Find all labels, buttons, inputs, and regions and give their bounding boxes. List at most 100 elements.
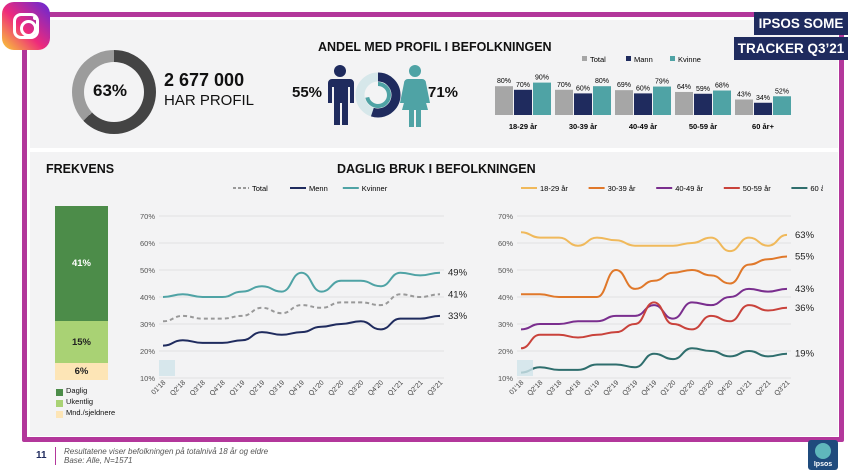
y-tick-label: 50%: [140, 266, 155, 275]
ipsos-logo: Ipsos: [808, 440, 838, 470]
x-tick-label: Q3'21: [426, 379, 444, 397]
age-bar: [634, 93, 652, 115]
age-bar-label: 80%: [497, 78, 511, 85]
frekvens-legend-swatch: [56, 400, 63, 407]
y-tick-label: 30%: [140, 320, 155, 329]
man-icon: [328, 65, 354, 125]
y-tick-label: 70%: [498, 212, 513, 221]
x-tick-label: Q1'19: [583, 379, 601, 397]
age-legend-swatch: [626, 56, 631, 61]
x-tick-label: Q4'19: [640, 379, 658, 397]
profile-percent: 63%: [93, 81, 128, 100]
age-bar: [713, 90, 731, 115]
x-tick-label: Q4'18: [564, 379, 582, 397]
x-tick-label: Q2'21: [754, 379, 772, 397]
footer-divider: [55, 447, 56, 465]
series-line: [520, 347, 788, 374]
age-bar-label: 60%: [636, 85, 650, 92]
age-legend-label: Kvinne: [678, 55, 701, 64]
age-line-chart: 10%20%30%40%50%60%70%01'18 Q2'18 Q3'18 Q4'1…: [498, 184, 823, 397]
age-bar-label: 60%: [576, 85, 590, 92]
age-bar: [615, 90, 633, 115]
slide-frame: [22, 12, 844, 442]
x-tick-label: Q4'18: [209, 379, 227, 397]
x-tick-label: Q3'19: [621, 379, 639, 397]
frekvens-legend-label: Mnd./sjeldnere: [66, 408, 116, 417]
series-end-label: 49%: [448, 268, 468, 279]
x-tick-label: Q1'20: [308, 379, 326, 397]
y-tick-label: 60%: [498, 239, 513, 248]
age-bar-label: 52%: [775, 88, 789, 95]
age-bar-label: 70%: [516, 82, 530, 89]
profile-title: ANDEL MED PROFIL I BEFOLKNINGEN: [318, 40, 552, 54]
age-bar: [773, 96, 791, 115]
x-tick-label: Q3'21: [773, 379, 791, 397]
age-bar-label: 59%: [696, 86, 710, 93]
series-end-label: 63%: [795, 230, 815, 241]
y-tick-label: 40%: [140, 293, 155, 302]
x-tick-label: Q3'19: [268, 379, 286, 397]
x-tick-label: Q3'18: [545, 379, 563, 397]
age-bar: [514, 89, 532, 115]
y-tick-label: 40%: [498, 293, 513, 302]
y-tick-label: 20%: [498, 347, 513, 356]
daily-title: DAGLIG BRUK I BEFOLKNINGEN: [337, 162, 536, 176]
frekvens-segment: 15%: [55, 321, 108, 364]
legend-label: 50-59 år: [743, 184, 771, 193]
tracker-badge-title: IPSOS SOME: [754, 12, 848, 35]
age-bar-label: 68%: [715, 83, 729, 90]
frekvens-legend-swatch: [56, 411, 63, 418]
x-tick-label: Q3'18: [189, 379, 207, 397]
age-bar-label: 70%: [557, 82, 571, 89]
age-bar-label: 64%: [677, 84, 691, 91]
series-line: [162, 314, 441, 347]
instagram-icon: [2, 2, 50, 50]
men-donut-arc: [355, 72, 401, 118]
y-tick-label: 30%: [498, 320, 513, 329]
age-legend-label: Mann: [634, 55, 653, 64]
age-bar: [754, 102, 772, 115]
age-bar: [694, 93, 712, 115]
legend-label: 40-49 år: [675, 184, 703, 193]
x-tick-label: Q2'18: [169, 379, 187, 397]
footer-base: Base: Alle, N=1571: [64, 456, 133, 465]
image-placeholder: [159, 360, 175, 376]
age-bar: [653, 86, 671, 115]
frekvens-legend-label: Ukentlig: [66, 397, 94, 406]
age-legend-swatch: [582, 56, 587, 61]
age-group-label: 40-49 år: [629, 122, 657, 131]
series-line: [520, 301, 788, 350]
series-end-label: 19%: [795, 349, 815, 360]
y-tick-label: 70%: [140, 212, 155, 221]
x-tick-label: Q4'20: [367, 379, 385, 397]
series-line: [520, 287, 788, 331]
legend-label: 30-39 år: [608, 184, 636, 193]
footer-note: Resultatene viser befolkningen på totaln…: [64, 447, 269, 456]
y-tick-label: 60%: [140, 239, 155, 248]
age-bar: [675, 91, 693, 115]
age-bar-label: 90%: [535, 75, 549, 82]
age-bar-label: 69%: [617, 82, 631, 89]
age-bar: [555, 89, 573, 115]
age-bar-chart: Total Mann Kvinne 80% 70% 90% 18-29 år 70% 60% 80…: [495, 55, 791, 131]
x-tick-label: Q1'21: [387, 379, 405, 397]
legend-label: Total: [252, 184, 268, 193]
series-line: [520, 255, 788, 298]
gender-line-chart: 10%20%30%40%50%60%70%01'18 Q2'18 Q3'18 Q4'1…: [140, 184, 468, 397]
men-percent: 55%: [292, 84, 323, 101]
profile-count-label: HAR PROFIL: [164, 92, 255, 109]
profile-donut: [72, 50, 156, 134]
frekvens-legend-label: Daglig: [66, 386, 88, 395]
x-tick-label: Q1'20: [659, 379, 677, 397]
age-bar-label: 34%: [756, 95, 770, 102]
x-tick-label: Q2'20: [327, 379, 345, 397]
y-tick-label: 20%: [140, 347, 155, 356]
age-bar: [533, 82, 551, 115]
tracker-badge-period: TRACKER Q3’21: [734, 37, 848, 60]
women-percent: 71%: [428, 84, 459, 101]
x-tick-label: Q4'20: [716, 379, 734, 397]
x-tick-label: Q2'19: [602, 379, 620, 397]
age-legend-swatch: [670, 56, 675, 61]
page-number: 11: [36, 450, 47, 461]
series-line: [162, 293, 441, 323]
